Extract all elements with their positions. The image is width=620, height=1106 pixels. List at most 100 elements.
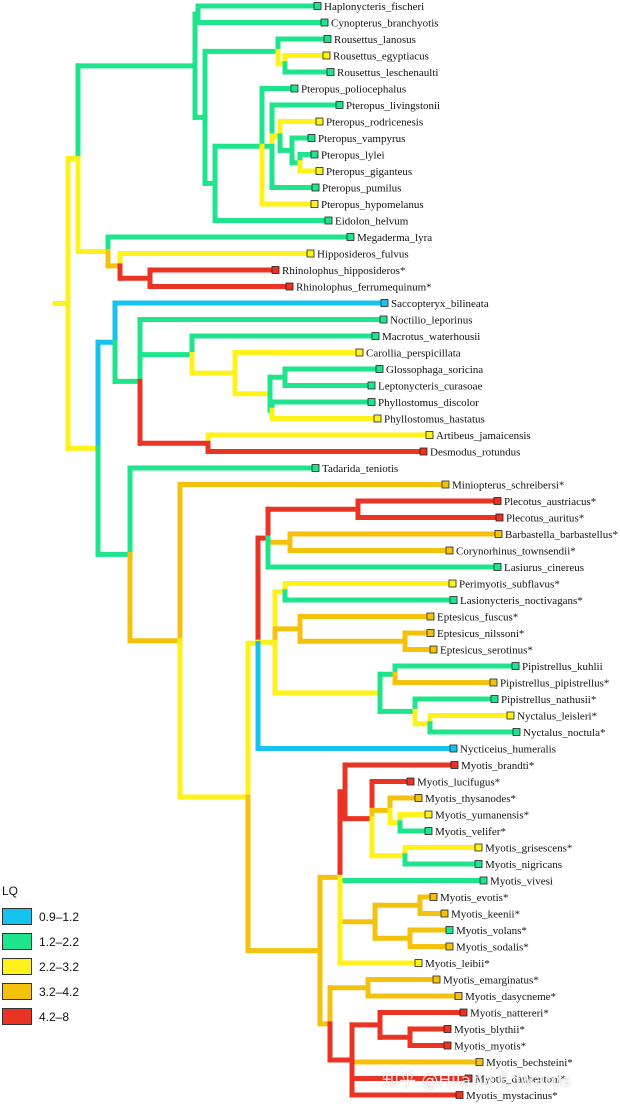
tip-marker <box>493 563 502 571</box>
tip-label: Myotis_evotis* <box>440 892 508 904</box>
tip-label: Carollia_perspicillata <box>366 348 461 360</box>
tip-label: Artibeus_jamaicensis <box>436 430 531 442</box>
tip-label: Pteropus_vampyrus <box>318 133 405 145</box>
tip-label: Myotis_nattereri* <box>470 1008 549 1020</box>
tip-label: Desmodus_rotundus <box>430 447 520 459</box>
tip-label: Noctilio_leporinus <box>390 315 473 327</box>
tip-label: Myotis_bechsteini* <box>486 1057 573 1069</box>
tip-marker <box>449 596 458 604</box>
tip-marker <box>454 992 463 1000</box>
tip-marker <box>479 876 488 885</box>
tip-marker <box>375 365 384 373</box>
tip-marker <box>380 299 389 307</box>
tip-label: Nyctalus_leisleri* <box>517 711 597 723</box>
tip-label: Eidolon_helvum <box>335 216 409 228</box>
tip-label: Plecotus_auritus* <box>506 513 584 525</box>
tip-label: Myotis_volans* <box>456 925 527 937</box>
tip-marker <box>335 101 344 109</box>
tip-marker <box>464 1074 473 1083</box>
tip-marker <box>432 975 441 984</box>
tip-label: Pipistrellus_pipistrellus* <box>500 678 609 690</box>
tip-label: Myotis_mystacinus* <box>466 1090 558 1102</box>
tip-label: Nycticeius_humeralis <box>460 744 556 756</box>
tip-marker <box>323 35 332 43</box>
tip-label: Pteropus_poliocephalus <box>301 84 406 96</box>
tip-marker <box>443 1041 452 1050</box>
tip-label: Phyllostomus_discolor <box>378 397 479 409</box>
tip-label: Nyctalus_noctula* <box>523 727 605 739</box>
tip-label: Pteropus_lylei <box>321 150 385 162</box>
tip-label: Myotis_myotis* <box>454 1041 526 1053</box>
tip-marker <box>313 2 322 10</box>
tip-label: Eptesicus_nilssoni* <box>437 628 524 640</box>
tip-label: Cynopterus_branchyotis <box>331 18 439 30</box>
tip-marker <box>474 843 483 852</box>
tip-label: Myotis_yumanensis* <box>435 810 529 822</box>
tip-marker <box>506 711 515 720</box>
tip-label: Lasiurus_cinereus <box>504 562 584 574</box>
tip-marker <box>459 1008 468 1017</box>
tip-label: Pteropus_livingstonii <box>346 100 440 112</box>
tip-marker <box>426 629 435 637</box>
tip-label: Myotis_lucifugus* <box>417 777 500 789</box>
tip-label: Myotis_vivesi <box>490 876 553 888</box>
tip-label: Rousettus_leschenaulti <box>337 67 438 79</box>
tip-marker <box>489 678 498 687</box>
tree-tips: Haplonycteris_fischeri Cynopterus_branchy… <box>271 1 618 1102</box>
tip-label: Pteropus_giganteus <box>326 166 412 178</box>
tip-marker <box>449 744 458 753</box>
legend-item: 0.9–1.2 <box>2 904 112 929</box>
tip-label: Rousettus_egyptiacus <box>333 51 429 63</box>
tip-label: Myotis_daubentoni* <box>475 1074 566 1086</box>
tip-marker <box>424 810 433 819</box>
tip-marker <box>494 530 503 538</box>
tip-marker <box>512 728 521 736</box>
tip-marker <box>443 1025 452 1033</box>
tip-marker <box>285 282 294 291</box>
tip-marker <box>326 68 335 76</box>
tip-marker <box>406 777 415 786</box>
tip-label: Tadarida_teniotis <box>322 463 398 475</box>
tip-marker <box>311 183 320 192</box>
tip-label: Myotis_nigricans <box>485 859 562 871</box>
legend-title: LQ <box>2 884 19 898</box>
tip-label: Pteropus_pumilus <box>322 183 401 195</box>
legend-item: 4.2–8 <box>2 1004 112 1029</box>
tip-marker <box>490 695 499 703</box>
tip-label: Myotis_sodalis* <box>456 942 529 954</box>
tip-marker <box>440 909 449 918</box>
legend-swatch <box>2 1008 32 1025</box>
legend-label: 2.2–3.2 <box>39 959 80 974</box>
legend-label: 1.2–2.2 <box>39 934 80 949</box>
tip-marker <box>445 546 454 555</box>
tip-marker <box>311 464 320 472</box>
tip-label: Leptonycteris_curasoae <box>378 381 483 393</box>
legend-label: 0.9–1.2 <box>39 909 80 924</box>
legend-swatch <box>2 908 32 925</box>
tip-label: Rhinolophus_ferrumequinum* <box>296 282 432 294</box>
tip-marker <box>445 926 454 934</box>
tip-label: Phyllostomus_hastatus <box>384 414 485 426</box>
tip-marker <box>310 150 319 159</box>
tip-marker <box>474 860 483 868</box>
tip-marker <box>315 167 324 175</box>
tip-marker <box>425 431 434 439</box>
tip-label: Myotis_emarginatus* <box>443 975 539 987</box>
tip-label: Lasionycteris_noctivagans* <box>460 595 583 607</box>
tip-label: Glossophaga_soricina <box>386 364 483 376</box>
tip-marker <box>373 414 382 423</box>
tip-label: Myotis_dasycneme* <box>465 991 556 1003</box>
tip-marker <box>426 612 435 621</box>
tip-marker <box>414 794 423 802</box>
tip-label: Miniopterus_schreibersi* <box>452 480 564 492</box>
tip-label: Megaderma_lyra <box>357 232 432 244</box>
tip-marker <box>441 480 450 489</box>
tip-label: Corynorhinus_townsendii* <box>456 546 576 558</box>
tip-marker <box>320 18 329 27</box>
legend-label: 3.2–4.2 <box>39 984 80 999</box>
tip-label: Perimyotis_subflavus* <box>459 579 560 591</box>
tip-marker <box>307 134 316 142</box>
tip-marker <box>306 249 315 258</box>
tip-label: Eptesicus_serotinus* <box>440 645 533 657</box>
